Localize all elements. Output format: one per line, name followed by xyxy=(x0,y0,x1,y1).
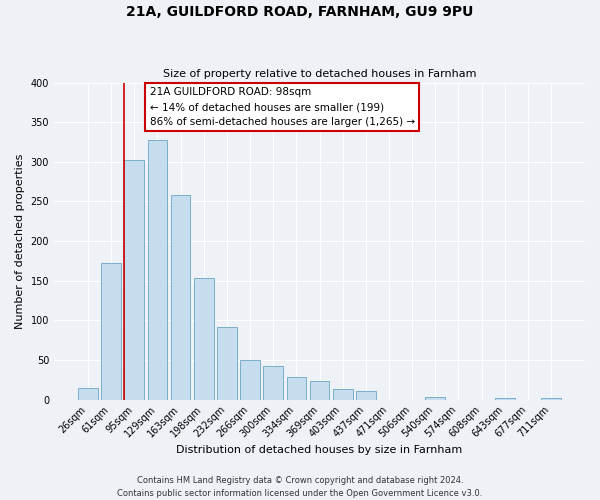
Text: 21A, GUILDFORD ROAD, FARNHAM, GU9 9PU: 21A, GUILDFORD ROAD, FARNHAM, GU9 9PU xyxy=(127,5,473,19)
Bar xyxy=(217,326,237,400)
Bar xyxy=(287,376,306,400)
X-axis label: Distribution of detached houses by size in Farnham: Distribution of detached houses by size … xyxy=(176,445,463,455)
Bar xyxy=(78,388,98,400)
Text: Contains HM Land Registry data © Crown copyright and database right 2024.
Contai: Contains HM Land Registry data © Crown c… xyxy=(118,476,482,498)
Bar xyxy=(240,360,260,400)
Bar xyxy=(124,160,144,400)
Bar xyxy=(194,278,214,400)
Title: Size of property relative to detached houses in Farnham: Size of property relative to detached ho… xyxy=(163,69,476,79)
Bar xyxy=(171,195,190,400)
Bar xyxy=(495,398,515,400)
Text: 21A GUILDFORD ROAD: 98sqm
← 14% of detached houses are smaller (199)
86% of semi: 21A GUILDFORD ROAD: 98sqm ← 14% of detac… xyxy=(149,88,415,127)
Bar xyxy=(263,366,283,400)
Bar xyxy=(333,390,353,400)
Y-axis label: Number of detached properties: Number of detached properties xyxy=(15,154,25,329)
Bar xyxy=(356,391,376,400)
Bar xyxy=(541,398,561,400)
Bar xyxy=(148,140,167,400)
Bar xyxy=(310,382,329,400)
Bar xyxy=(425,398,445,400)
Bar xyxy=(101,264,121,400)
